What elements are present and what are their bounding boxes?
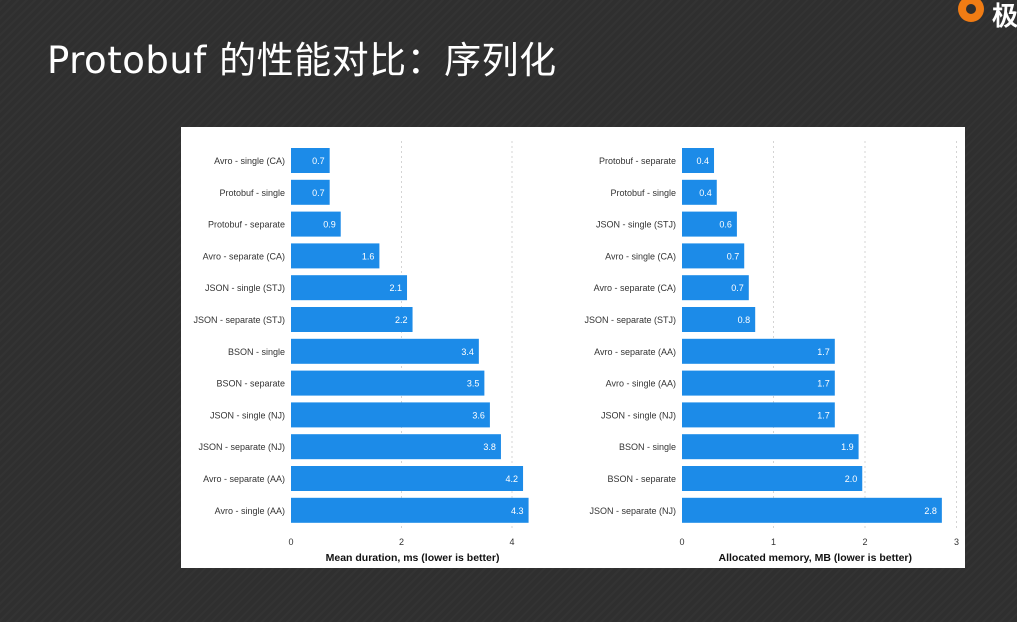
chart2-bar (682, 497, 942, 523)
chart1-category-label: Avro - single (CA) (214, 156, 285, 166)
chart2-bar (682, 338, 835, 364)
chart1-bar (291, 338, 479, 364)
chart2-bar (682, 466, 863, 491)
chart1-bar (291, 307, 413, 332)
chart1-value-label: 0.7 (312, 188, 325, 198)
chart1-bar (291, 148, 330, 173)
chart1-bar (291, 370, 485, 396)
chart1-category-label: Avro - separate (CA) (203, 251, 285, 261)
chart1-bar (291, 179, 330, 205)
chart1-value-label: 3.5 (467, 379, 480, 389)
chart2-category-label: Avro - separate (AA) (594, 347, 676, 357)
chart2-category-label: BSON - separate (607, 474, 676, 484)
chart1-value-label: 3.4 (461, 347, 474, 357)
chart2-value-label: 1.7 (817, 379, 830, 389)
chart2-value-label: 1.7 (817, 347, 830, 357)
chart1-category-label: Protobuf - single (219, 188, 285, 198)
logo-mark-icon (958, 0, 984, 22)
chart1-x-tick-label: 0 (288, 537, 293, 547)
chart2-x-axis-title: Allocated memory, MB (lower is better) (718, 552, 912, 564)
chart2-category-label: Protobuf - single (610, 188, 676, 198)
chart1-value-label: 0.7 (312, 156, 325, 166)
charts-svg: 0 2 4 0.7 Avro - single (CA) 0.7 Protobuf - si… (193, 141, 959, 564)
chart1-bar (291, 402, 490, 428)
chart1-value-label: 1.6 (362, 251, 375, 261)
chart2-category-label: JSON - separate (NJ) (589, 506, 676, 516)
chart1-category-label: Avro - separate (AA) (203, 474, 285, 484)
chart1-category-label: BSON - separate (216, 379, 285, 389)
chart1-category-label: BSON - single (228, 347, 285, 357)
chart1-x-tick-label: 2 (399, 537, 404, 547)
chart1-value-label: 3.6 (472, 410, 485, 420)
chart1-category-label: Avro - single (AA) (215, 506, 285, 516)
chart2-category-label: Avro - single (AA) (606, 379, 676, 389)
chart2-value-label: 2.8 (924, 506, 937, 516)
chart2-category-label: Avro - separate (CA) (594, 283, 676, 293)
chart2-bar (682, 243, 745, 269)
chart2-bar (682, 307, 756, 332)
chart-panel: 0 2 4 0.7 Avro - single (CA) 0.7 Protobuf - si… (181, 127, 965, 568)
chart2-bar (682, 434, 859, 460)
chart2-value-label: 2.0 (845, 474, 858, 484)
chart2-x-tick-label: 3 (954, 537, 959, 547)
chart2-value-label: 0.7 (727, 251, 740, 261)
chart2-category-label: JSON - separate (STJ) (584, 315, 676, 325)
chart1-bar (291, 211, 341, 237)
chart1-value-label: 4.2 (506, 474, 519, 484)
chart2-value-label: 0.4 (697, 156, 710, 166)
chart2-value-label: 0.7 (731, 283, 744, 293)
chart2-value-label: 0.8 (738, 315, 751, 325)
chart2-value-label: 0.6 (719, 220, 732, 230)
logo-text: 极 (992, 2, 1017, 32)
chart1-bar (291, 275, 408, 301)
chart2-category-label: BSON - single (619, 442, 676, 452)
brand-logo: 极 (956, 0, 1017, 32)
chart2-x-tick-label: 2 (862, 537, 867, 547)
chart2-category-label: Protobuf - separate (599, 156, 676, 166)
chart1-category-label: Protobuf - separate (208, 220, 285, 230)
chart2-category-label: JSON - single (NJ) (601, 410, 676, 420)
chart2-bar (682, 211, 737, 237)
chart2-bar (682, 275, 749, 301)
chart2-value-label: 1.9 (841, 442, 854, 452)
chart1-bar (291, 466, 524, 491)
chart2-category-label: JSON - single (STJ) (596, 220, 676, 230)
chart2-x-tick-label: 0 (679, 537, 684, 547)
chart2-bar (682, 148, 715, 173)
chart1-category-label: JSON - separate (NJ) (198, 442, 285, 452)
chart1-value-label: 4.3 (511, 506, 524, 516)
chart2-bar (682, 370, 835, 396)
slide-title: Protobuf 的性能对比：序列化 (47, 39, 557, 82)
chart2-x-tick-label: 1 (771, 537, 776, 547)
chart2-value-label: 1.7 (817, 410, 830, 420)
chart1-value-label: 0.9 (323, 220, 336, 230)
chart2-value-label: 0.4 (699, 188, 712, 198)
chart1-category-label: JSON - single (NJ) (210, 410, 285, 420)
chart1-x-tick-label: 4 (509, 537, 514, 547)
chart1-bar (291, 243, 380, 269)
chart1-value-label: 2.1 (390, 283, 403, 293)
chart1-category-label: JSON - separate (STJ) (193, 315, 285, 325)
chart1-bar (291, 497, 529, 523)
chart1-bar (291, 434, 501, 460)
chart1-category-label: JSON - single (STJ) (205, 283, 285, 293)
chart1-x-axis-title: Mean duration, ms (lower is better) (326, 552, 500, 564)
chart1-value-label: 3.8 (483, 442, 496, 452)
chart2-bar (682, 402, 835, 428)
chart2-category-label: Avro - single (CA) (605, 251, 676, 261)
chart1-value-label: 2.2 (395, 315, 408, 325)
chart2-bar (682, 179, 717, 205)
